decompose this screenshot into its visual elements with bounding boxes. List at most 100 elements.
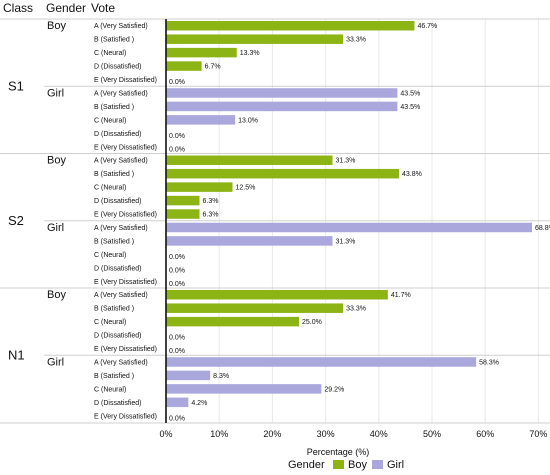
- gender-label: Boy: [47, 289, 66, 301]
- vote-label: D (Dissatisfied): [94, 333, 141, 340]
- x-tick-label: 50%: [423, 429, 441, 439]
- vote-label: A (Very Satisfied): [94, 158, 148, 165]
- data-label: 6.7%: [205, 64, 221, 71]
- data-label: 31.3%: [336, 158, 356, 165]
- vote-label: E (Very Dissatisfied): [94, 413, 157, 420]
- legend-label-boy: Boy: [348, 459, 367, 471]
- vote-label: A (Very Satisfied): [94, 23, 148, 30]
- data-label: 43.5%: [400, 104, 420, 111]
- data-label: 0.0%: [169, 348, 185, 355]
- bar: [166, 209, 200, 219]
- bar: [166, 20, 415, 31]
- data-label: 58.3%: [479, 359, 499, 366]
- vote-label: D (Dissatisfied): [94, 64, 141, 71]
- data-label: 0.0%: [169, 415, 185, 422]
- vote-label: C (Neural): [94, 252, 126, 259]
- vote-label: E (Very Dissatisfied): [94, 279, 157, 286]
- data-label: 0.0%: [169, 267, 185, 274]
- grid-layer: [0, 18, 550, 424]
- bar: [166, 316, 299, 327]
- bar: [166, 357, 477, 367]
- data-label: 13.0%: [238, 117, 258, 124]
- vote-label: C (Neural): [94, 386, 126, 393]
- bar: [166, 222, 533, 233]
- bar: [166, 101, 398, 112]
- class-label: S2: [8, 213, 24, 228]
- vote-label: E (Very Dissatisfied): [94, 77, 157, 84]
- bar: [166, 182, 233, 192]
- data-label: 0.0%: [169, 281, 185, 288]
- data-label: 29.2%: [324, 386, 344, 393]
- vote-label: E (Very Dissatisfied): [94, 212, 157, 219]
- x-tick-label: 70%: [529, 429, 547, 439]
- vote-label: B (Satisfied ): [94, 306, 134, 313]
- vote-label: D (Dissatisfied): [94, 265, 141, 272]
- vote-label: A (Very Satisfied): [94, 292, 148, 299]
- data-label: 25.0%: [302, 319, 322, 326]
- bar: [166, 34, 344, 44]
- gender-label: Boy: [47, 155, 66, 167]
- data-label: 0.0%: [169, 254, 185, 261]
- data-label: 0.0%: [169, 146, 185, 153]
- vote-label: B (Satisfied ): [94, 171, 134, 178]
- data-label: 43.5%: [400, 90, 420, 97]
- data-label: 46.7%: [417, 23, 437, 30]
- vote-label: D (Dissatisfied): [94, 131, 141, 138]
- data-label: 0.0%: [169, 335, 185, 342]
- data-label: 6.3%: [203, 212, 219, 219]
- vote-label: C (Neural): [94, 185, 126, 192]
- vote-label: D (Dissatisfied): [94, 198, 141, 205]
- bar: [166, 397, 189, 408]
- x-tick-label: 0%: [159, 429, 172, 439]
- legend-title: Gender: [288, 459, 325, 471]
- gender-label: Girl: [47, 87, 64, 99]
- vote-label: A (Very Satisfied): [94, 90, 148, 97]
- bar: [166, 61, 202, 71]
- bar: [166, 47, 237, 58]
- bar: [166, 289, 388, 300]
- class-label: S1: [8, 78, 24, 93]
- bar: [166, 303, 344, 313]
- x-tick-label: 10%: [210, 429, 228, 439]
- data-label: 0.0%: [169, 133, 185, 140]
- data-label: 4.2%: [191, 400, 207, 407]
- legend-swatch-girl: [372, 460, 383, 469]
- data-label: 6.3%: [203, 198, 219, 205]
- vote-label: E (Very Dissatisfied): [94, 346, 157, 353]
- x-tick-label: 30%: [317, 429, 335, 439]
- data-label: 41.7%: [391, 292, 411, 299]
- bar: [166, 370, 211, 381]
- data-label: 13.3%: [240, 50, 260, 57]
- bar: [166, 88, 398, 98]
- vote-label: C (Neural): [94, 117, 126, 124]
- class-label: N1: [8, 347, 25, 362]
- bars-layer: [166, 20, 533, 408]
- bar: [166, 155, 333, 165]
- x-tick-label: 40%: [370, 429, 388, 439]
- data-label: 31.3%: [336, 238, 356, 245]
- legend-label-girl: Girl: [387, 459, 404, 471]
- x-tick-label: 60%: [476, 429, 494, 439]
- x-tick-label: 20%: [263, 429, 281, 439]
- vote-label: E (Very Dissatisfied): [94, 144, 157, 151]
- vote-label: D (Dissatisfied): [94, 400, 141, 407]
- bar: [166, 115, 236, 125]
- vote-label: C (Neural): [94, 319, 126, 326]
- gender-label: Boy: [47, 20, 66, 32]
- legend: Gender Boy Girl: [288, 459, 404, 471]
- vote-label: B (Satisfied ): [94, 373, 134, 380]
- data-label: 12.5%: [236, 185, 256, 192]
- vote-label: B (Satisfied ): [94, 238, 134, 245]
- data-label: 33.3%: [346, 306, 366, 313]
- vote-label: A (Very Satisfied): [94, 359, 148, 366]
- data-label: 0.0%: [169, 79, 185, 86]
- gender-label: Girl: [47, 222, 64, 234]
- gender-header: Gender: [46, 1, 86, 15]
- bar: [166, 236, 333, 246]
- data-label: 33.3%: [346, 37, 366, 44]
- data-label: 8.3%: [213, 373, 229, 380]
- axis-layer: 0% 10% 20% 30% 40% 50% 60% 70%: [159, 19, 547, 439]
- bar: [166, 195, 200, 206]
- vote-label: A (Very Satisfied): [94, 225, 148, 232]
